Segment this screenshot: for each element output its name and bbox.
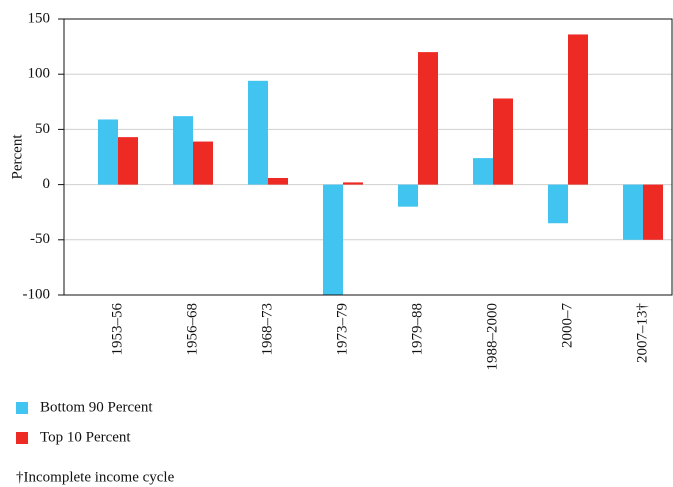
bar — [193, 141, 213, 185]
x-tick-label: 1979–88 — [409, 303, 425, 356]
bar — [623, 184, 643, 240]
y-tick-label: 50 — [35, 121, 50, 137]
bar — [268, 177, 288, 185]
y-tick-label: -100 — [23, 286, 51, 302]
x-tick-label: 2000–7 — [559, 303, 575, 349]
y-tick-label: 100 — [28, 66, 51, 82]
bar — [398, 184, 418, 207]
plot-frame — [63, 18, 673, 296]
legend-label: Bottom 90 Percent — [40, 399, 153, 415]
y-tick-label: -50 — [30, 231, 50, 247]
x-tick-label: 1988–2000 — [484, 303, 500, 371]
legend-swatch — [16, 432, 28, 444]
x-tick-label: 2007–13† — [634, 303, 650, 364]
y-axis-label: Percent — [9, 134, 25, 180]
legend-label: Top 10 Percent — [40, 429, 131, 445]
bar — [568, 34, 588, 185]
bar — [98, 119, 118, 185]
legend-swatch — [16, 402, 28, 414]
y-tick-label: 0 — [43, 176, 51, 192]
bar — [473, 158, 493, 185]
bar — [493, 98, 513, 185]
bar — [173, 116, 193, 185]
footnote: †Incomplete income cycle — [16, 469, 175, 485]
bar — [118, 137, 138, 185]
y-tick-label: 150 — [28, 10, 51, 26]
x-tick-label: 1956–68 — [184, 303, 200, 356]
x-tick-label: 1973–79 — [334, 303, 350, 356]
bar — [343, 182, 363, 185]
bar — [418, 52, 438, 185]
x-tick-label: 1968–73 — [259, 303, 275, 356]
bar — [643, 184, 663, 240]
bar — [248, 80, 268, 185]
x-tick-label: 1953–56 — [109, 303, 125, 356]
bar — [548, 184, 568, 224]
bar — [323, 184, 343, 295]
